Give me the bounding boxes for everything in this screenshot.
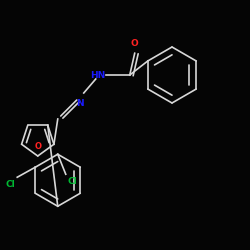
Text: O: O [131, 39, 139, 48]
Text: Cl: Cl [68, 177, 78, 186]
Text: Cl: Cl [6, 180, 15, 189]
Text: O: O [34, 142, 41, 151]
Text: N: N [76, 99, 84, 108]
Text: HN: HN [90, 70, 106, 80]
